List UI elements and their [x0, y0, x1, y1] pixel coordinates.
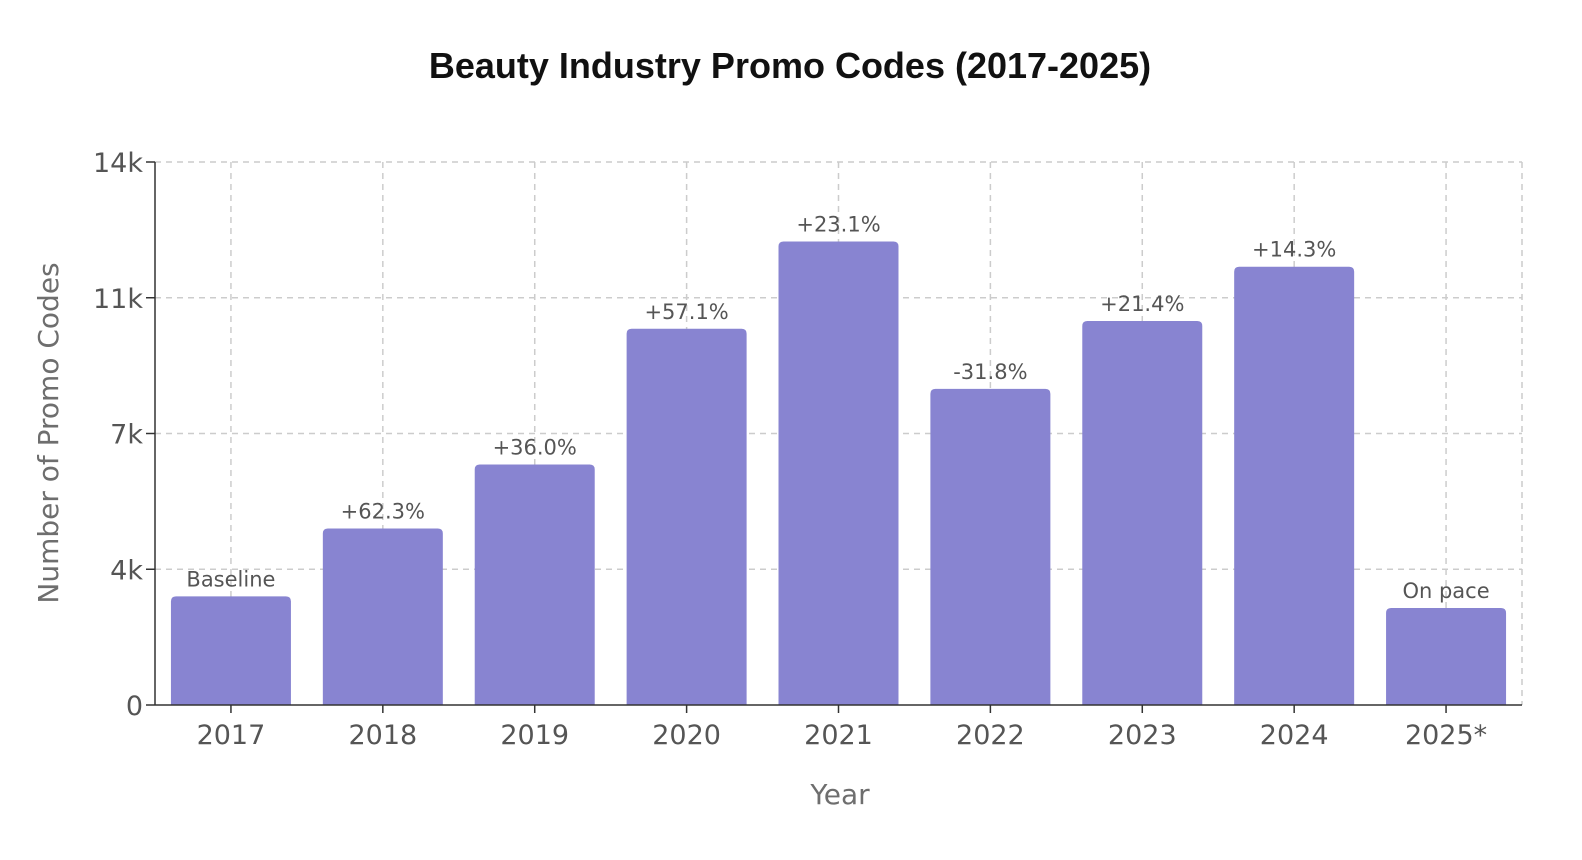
bar-data-label: +57.1%: [644, 300, 728, 324]
bar-2024: [1234, 266, 1355, 705]
x-tick-labels: 2017 2018 2019 2020 2021 2022 2023 2024 2025*: [197, 720, 1488, 751]
bar-data-label: On pace: [1402, 579, 1489, 603]
bar-data-label: +36.0%: [493, 436, 577, 460]
y-axis-title: Number of Promo Codes: [32, 262, 65, 603]
y-tick-labels: 0 4k 7k 11k 14k: [93, 148, 143, 722]
bar-data-label: +23.1%: [796, 213, 880, 237]
bar-data-label: +21.4%: [1100, 292, 1184, 316]
x-tick-label: 2021: [804, 720, 873, 751]
y-tick-label: 4k: [110, 555, 143, 586]
y-tick-label: 7k: [110, 420, 143, 451]
x-tick-label: 2022: [956, 720, 1025, 751]
bar-2025: [1386, 608, 1507, 705]
x-tick-label: 2020: [652, 720, 721, 751]
axes: [146, 161, 1522, 713]
x-tick-label: 2019: [500, 720, 569, 751]
bar-2023: [1082, 321, 1203, 705]
chart-title: Beauty Industry Promo Codes (2017-2025): [429, 45, 1151, 86]
bar-data-label: Baseline: [186, 567, 275, 591]
bar-2018: [322, 528, 443, 705]
bars: [170, 241, 1507, 705]
bar-2022: [930, 388, 1051, 705]
bar-data-label: +14.3%: [1252, 238, 1336, 262]
y-tick-label: 0: [126, 691, 143, 722]
bar-2017: [170, 596, 291, 705]
bar-labels: Baseline +62.3% +36.0% +57.1% +23.1% -31.8% +2…: [186, 213, 1489, 604]
x-tick-label: 2023: [1108, 720, 1177, 751]
bar-2020: [626, 328, 747, 705]
x-tick-label: 2024: [1260, 720, 1329, 751]
x-tick-label: 2025*: [1405, 720, 1487, 751]
x-tick-label: 2018: [348, 720, 417, 751]
y-tick-label: 14k: [93, 148, 143, 179]
y-tick-label: 11k: [93, 284, 143, 315]
bar-2019: [474, 464, 595, 705]
bar-data-label: +62.3%: [341, 500, 425, 524]
x-axis-title: Year: [809, 778, 870, 811]
x-tick-label: 2017: [197, 720, 266, 751]
bar-2021: [778, 241, 899, 705]
bar-data-label: -31.8%: [953, 360, 1027, 384]
